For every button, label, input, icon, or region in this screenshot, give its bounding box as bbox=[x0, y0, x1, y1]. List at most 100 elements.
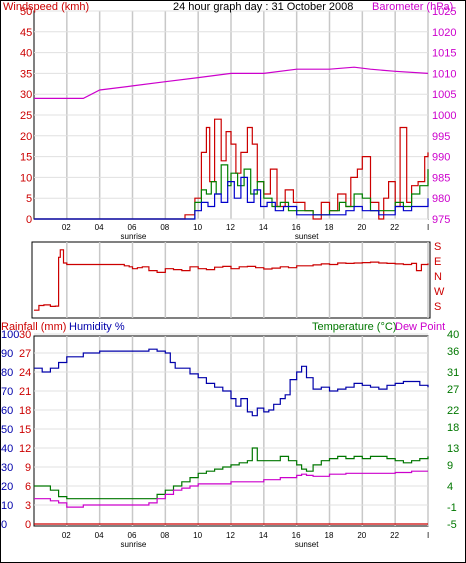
dew-point-line bbox=[34, 470, 428, 508]
barometer-line bbox=[34, 66, 429, 100]
chart-title: 24 hour graph day : 31 October 2008 bbox=[173, 1, 353, 13]
windspeed-axis-label: Windspeed (kmh) bbox=[3, 1, 89, 13]
wind-axes: 0510152025303540455097598098599099510001… bbox=[20, 6, 456, 241]
humidity-temp-series bbox=[34, 348, 429, 525]
rain-y-tick-label: 6 bbox=[25, 481, 31, 493]
sunrise-label: sunrise bbox=[121, 540, 147, 549]
rain-y-tick-label: 24 bbox=[19, 367, 31, 379]
baro-y-tick-label: 990 bbox=[432, 152, 450, 164]
temp-y-tick-label: -1 bbox=[447, 502, 457, 514]
baro-y-tick-label: 975 bbox=[432, 214, 450, 226]
humidity-y-tick-label: 90 bbox=[1, 348, 13, 360]
wind-blue-line bbox=[34, 176, 429, 220]
temp-y-tick-label: 27 bbox=[447, 384, 459, 396]
x-tick-label: 04 bbox=[95, 223, 104, 232]
temp-y-tick-label: 9 bbox=[447, 460, 453, 472]
x-tick-label: I bbox=[427, 223, 429, 232]
rain-y-tick-label: 12 bbox=[19, 443, 31, 455]
x-tick-label: 06 bbox=[128, 223, 137, 232]
temperature-line bbox=[34, 447, 429, 500]
wind-y-tick-label: 25 bbox=[20, 110, 32, 122]
wind-y-tick-label: 30 bbox=[20, 89, 32, 101]
baro-y-tick-label: 980 bbox=[432, 193, 450, 205]
x-tick-label: 12 bbox=[226, 531, 235, 540]
x-tick-label: I bbox=[427, 531, 429, 540]
x-tick-label: 04 bbox=[95, 531, 104, 540]
wind-y-tick-label: 10 bbox=[20, 172, 32, 184]
humidity-y-tick-label: 60 bbox=[1, 405, 13, 417]
rain-y-tick-label: 3 bbox=[25, 500, 31, 512]
temp-y-tick-label: 13 bbox=[447, 443, 459, 455]
x-tick-label: 16 bbox=[292, 531, 301, 540]
x-tick-label: 14 bbox=[259, 531, 268, 540]
sunset-label: sunset bbox=[295, 540, 319, 549]
x-tick-label: 06 bbox=[128, 531, 137, 540]
baro-y-tick-label: 1000 bbox=[432, 110, 456, 122]
wind-y-tick-label: 15 bbox=[20, 152, 32, 164]
temp-y-tick-label: 40 bbox=[447, 329, 459, 341]
baro-y-tick-label: 1015 bbox=[432, 48, 456, 60]
baro-y-tick-label: 1010 bbox=[432, 68, 456, 80]
direction-tick-label: W bbox=[434, 286, 445, 298]
direction-grid bbox=[66, 242, 429, 318]
rain-y-tick-label: 30 bbox=[19, 329, 31, 341]
wind-y-tick-label: 0 bbox=[26, 214, 32, 226]
humidity-y-tick-label: 30 bbox=[1, 462, 13, 474]
x-tick-label: 22 bbox=[390, 223, 399, 232]
baro-y-tick-label: 1025 bbox=[432, 6, 456, 18]
x-tick-label: 02 bbox=[62, 223, 71, 232]
wind-average-line bbox=[34, 164, 429, 220]
humidity-axis-label: Humidity % bbox=[69, 321, 125, 333]
rain-y-tick-label: 0 bbox=[25, 519, 31, 531]
rain-y-tick-label: 15 bbox=[19, 424, 31, 436]
direction-tick-label: S bbox=[434, 241, 441, 253]
wind-y-tick-label: 40 bbox=[20, 48, 32, 60]
humidity-y-tick-label: 20 bbox=[1, 481, 13, 493]
rain-y-tick-label: 27 bbox=[19, 348, 31, 360]
rainfall-axis-label: Rainfall (mm) bbox=[1, 321, 66, 333]
x-tick-label: 20 bbox=[357, 531, 366, 540]
wind-y-tick-label: 45 bbox=[20, 27, 32, 39]
wind-y-tick-label: 50 bbox=[20, 6, 32, 18]
humidity-y-tick-label: 70 bbox=[1, 386, 13, 398]
temp-y-tick-label: 31 bbox=[447, 367, 459, 379]
x-tick-label: 20 bbox=[357, 223, 366, 232]
wind-series bbox=[34, 66, 429, 220]
humidity-y-tick-label: 100 bbox=[1, 329, 19, 341]
sunset-label: sunset bbox=[295, 232, 319, 241]
x-tick-label: 10 bbox=[193, 531, 202, 540]
wind-y-tick-label: 20 bbox=[20, 131, 32, 143]
x-tick-label: 18 bbox=[325, 223, 334, 232]
wind-direction-line bbox=[34, 249, 429, 311]
temp-y-tick-label: 4 bbox=[447, 481, 453, 493]
humidity-y-tick-label: 0 bbox=[1, 519, 7, 531]
direction-tick-label: E bbox=[434, 256, 441, 268]
rain-y-tick-label: 21 bbox=[19, 386, 31, 398]
x-tick-label: 02 bbox=[62, 531, 71, 540]
sunrise-label: sunrise bbox=[121, 232, 147, 241]
humidity-y-tick-label: 40 bbox=[1, 443, 13, 455]
temp-y-tick-label: -5 bbox=[447, 519, 457, 531]
wind-y-tick-label: 35 bbox=[20, 68, 32, 80]
temp-y-tick-label: 22 bbox=[447, 405, 459, 417]
humidity-line bbox=[34, 348, 429, 417]
direction-series bbox=[34, 249, 429, 311]
direction-tick-label: N bbox=[434, 271, 442, 283]
temp-y-tick-label: 36 bbox=[447, 346, 459, 358]
x-tick-label: 16 bbox=[292, 223, 301, 232]
humidity-y-tick-label: 10 bbox=[1, 500, 13, 512]
humidity-y-tick-label: 80 bbox=[1, 367, 13, 379]
rain-y-tick-label: 18 bbox=[19, 405, 31, 417]
x-tick-label: 08 bbox=[160, 531, 169, 540]
baro-y-tick-label: 995 bbox=[432, 131, 450, 143]
x-tick-label: 14 bbox=[259, 223, 268, 232]
x-tick-label: 18 bbox=[325, 531, 334, 540]
rain-y-tick-label: 9 bbox=[25, 462, 31, 474]
x-tick-label: 22 bbox=[390, 531, 399, 540]
x-tick-label: 12 bbox=[226, 223, 235, 232]
temperature-axis-label: Temperature (°C) bbox=[312, 321, 396, 333]
